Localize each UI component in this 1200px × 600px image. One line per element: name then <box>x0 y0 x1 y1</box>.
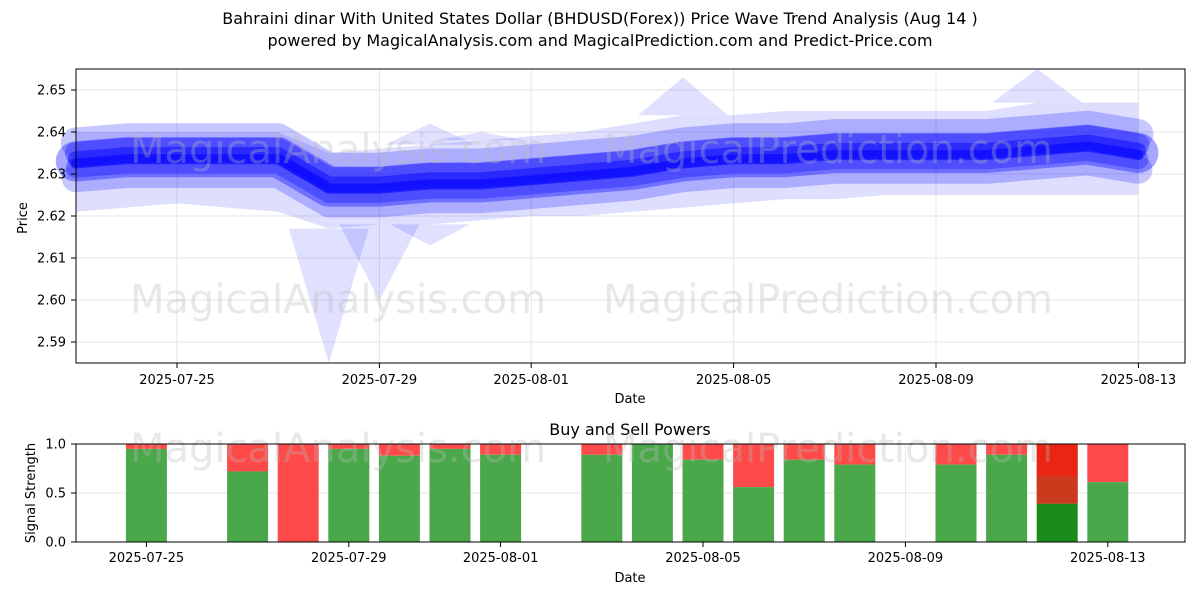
sell-bar <box>935 444 977 465</box>
sell-bar <box>834 444 876 465</box>
price-y-tick-label: 2.63 <box>37 168 66 183</box>
sell-bar <box>378 444 420 456</box>
buy-bar <box>480 454 522 542</box>
wave-band <box>75 102 1139 229</box>
price-y-tick-label: 2.65 <box>37 84 66 99</box>
price-axis-ticks: 2.59 2.60 2.61 2.62 2.63 2.64 2.65 2025-07-25 20… <box>37 84 1176 389</box>
watermark: MagicalAnalysis.com <box>130 426 546 472</box>
price-x-tick-label: 2025-08-09 <box>898 373 974 388</box>
price-y-label: Price <box>16 202 31 234</box>
powers-watermarks: MagicalAnalysis.com MagicalPrediction.com <box>130 426 1053 472</box>
sell-bar <box>1087 444 1129 483</box>
sell-bar <box>125 444 167 449</box>
watermark: MagicalPrediction.com <box>603 277 1053 323</box>
powers-axis-ticks: 0.0 0.5 1.0 2025-07-25 2025-07-29 2025-08-01 2… <box>45 438 1145 567</box>
buy-bar <box>783 459 825 542</box>
sell-bar <box>733 444 775 488</box>
sell-bar <box>682 444 724 460</box>
powers-x-tick-label: 2025-08-09 <box>868 551 944 566</box>
wave-spike <box>385 123 475 145</box>
buy-bar <box>125 448 167 542</box>
wave-line <box>64 125 1150 190</box>
buy-bar <box>733 487 775 542</box>
powers-y-tick-label: 1.0 <box>45 438 66 453</box>
sell-bar <box>429 444 471 449</box>
price-wave <box>55 69 1159 363</box>
buy-bar <box>581 454 623 542</box>
mixed-bar <box>1036 476 1078 504</box>
buy-bar <box>1036 503 1078 542</box>
watermark: MagicalPrediction.com <box>603 426 1053 472</box>
buy-bar <box>631 444 673 542</box>
price-y-tick-label: 2.61 <box>37 252 66 267</box>
sell-bar <box>986 444 1028 455</box>
watermark: MagicalAnalysis.com <box>130 127 546 173</box>
wave-spike <box>288 228 369 363</box>
buy-bar <box>682 459 724 542</box>
buy-bar <box>1087 482 1129 542</box>
price-y-tick-label: 2.59 <box>37 336 66 351</box>
strong-sell-bar <box>1036 444 1078 477</box>
powers-y-tick-label: 0.0 <box>45 536 66 551</box>
price-y-tick-label: 2.64 <box>37 126 66 141</box>
price-y-tick-label: 2.62 <box>37 210 66 225</box>
price-x-tick-label: 2025-07-29 <box>342 373 418 388</box>
price-x-label: Date <box>614 392 645 407</box>
powers-y-label: Signal Strength <box>24 443 39 543</box>
price-x-tick-label: 2025-07-25 <box>139 373 215 388</box>
buy-bar <box>227 471 269 542</box>
price-x-tick-label: 2025-08-01 <box>493 373 569 388</box>
powers-x-tick-label: 2025-08-01 <box>463 551 539 566</box>
buy-bar <box>328 448 370 542</box>
powers-x-tick-label: 2025-07-29 <box>311 551 387 566</box>
chart-subtitle: powered by MagicalAnalysis.com and Magic… <box>267 31 933 50</box>
wave-spike <box>390 224 470 246</box>
buy-bar <box>834 464 876 542</box>
price-x-tick-label: 2025-08-13 <box>1101 373 1177 388</box>
sell-bar <box>480 444 522 455</box>
wave-spike <box>638 77 728 116</box>
sell-bar <box>783 444 825 460</box>
powers-x-label: Date <box>614 571 645 586</box>
buy-bar <box>935 464 977 542</box>
price-grid <box>76 69 1185 363</box>
powers-y-tick-label: 0.5 <box>45 487 66 502</box>
watermark: MagicalAnalysis.com <box>130 277 546 323</box>
wave-line <box>60 110 1154 183</box>
watermark: MagicalPrediction.com <box>603 127 1053 173</box>
chart-title: Bahraini dinar With United States Dollar… <box>222 9 978 28</box>
wave-spike <box>339 224 420 300</box>
sell-bar <box>227 444 269 472</box>
wave-line <box>61 147 1153 218</box>
powers-title: Buy and Sell Powers <box>549 420 711 439</box>
buy-bar <box>429 448 471 542</box>
wave-spike <box>992 69 1083 103</box>
powers-x-tick-label: 2025-08-05 <box>665 551 741 566</box>
price-y-tick-label: 2.60 <box>37 294 66 309</box>
sell-bar <box>581 444 623 455</box>
buy-bar <box>986 454 1028 542</box>
powers-x-tick-label: 2025-08-13 <box>1070 551 1146 566</box>
sell-bar <box>277 444 319 542</box>
powers-x-tick-label: 2025-07-25 <box>109 551 185 566</box>
wave-spike <box>435 132 526 141</box>
powers-bars <box>125 444 1129 542</box>
sell-bar <box>328 444 370 449</box>
price-watermarks: MagicalAnalysis.com MagicalPrediction.com… <box>130 127 1053 323</box>
price-x-tick-label: 2025-08-05 <box>696 373 772 388</box>
wave-line <box>70 141 1144 194</box>
buy-bar <box>378 455 420 542</box>
